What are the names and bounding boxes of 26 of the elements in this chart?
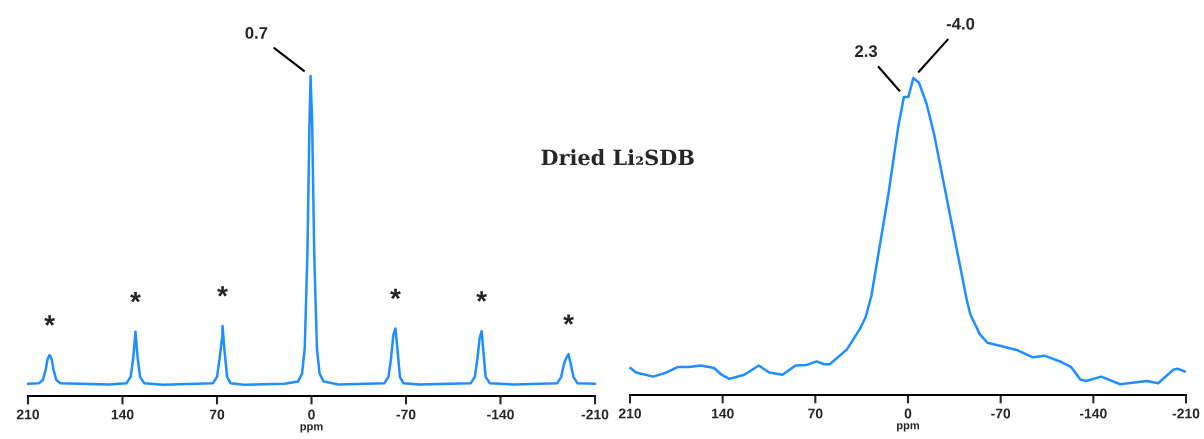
x-tick-label: -140 [487, 409, 514, 420]
annotation: * [390, 288, 401, 300]
x-tick-label: 70 [209, 409, 225, 420]
annotation: * [476, 291, 487, 302]
annotation: * [217, 286, 228, 297]
x-tick-label: 70 [808, 408, 823, 419]
x-tick-label: -210 [581, 409, 609, 420]
x-tick-label: 140 [111, 409, 134, 420]
annotation: * [563, 314, 574, 325]
text: Dried Li₂SDB [541, 149, 694, 166]
annotation: 0.7 [245, 27, 268, 39]
x-axis-title: ppm [897, 423, 920, 432]
x-tick-label: -210 [1172, 408, 1200, 419]
x-axis-title: ppm [300, 424, 323, 433]
x-tick-label: 0 [308, 409, 315, 420]
annotation: 2.3 [855, 45, 878, 58]
annotation: -4.0 [946, 17, 975, 30]
x-tick-label: 210 [16, 409, 40, 420]
x-tick-label: 0 [904, 408, 912, 419]
x-tick-label: -140 [1079, 408, 1107, 419]
annotation: * [130, 291, 141, 303]
x-tick-label: 140 [711, 408, 734, 419]
annotation: * [44, 315, 55, 326]
x-tick-label: -70 [991, 408, 1011, 419]
x-tick-label: 210 [618, 408, 642, 419]
x-tick-label: -70 [396, 409, 416, 420]
